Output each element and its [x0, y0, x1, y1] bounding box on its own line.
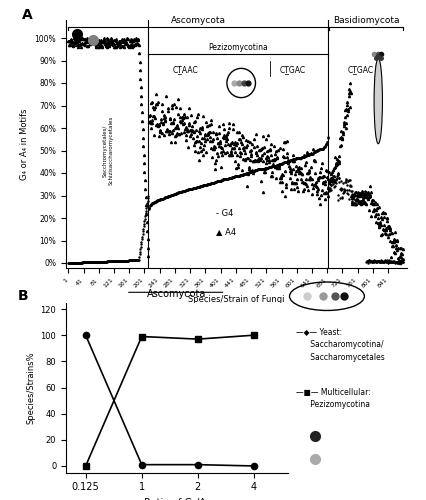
A4 [400, 246, 406, 252]
Text: ▲ A4: ▲ A4 [216, 227, 236, 236]
Y-axis label: Species/Strains%: Species/Strains% [26, 351, 35, 424]
X-axis label: Species/Strain of Fungi: Species/Strain of Fungi [188, 294, 285, 304]
Text: CT̲AAC: CT̲AAC [173, 65, 199, 74]
A4 [107, 39, 112, 45]
G4 [352, 197, 357, 203]
G4 [325, 134, 331, 140]
G4 [298, 154, 303, 160]
Text: Ascomycota: Ascomycota [171, 16, 226, 25]
A4 [102, 40, 107, 46]
G4 [400, 259, 406, 265]
A4 [165, 128, 170, 134]
A4 [352, 200, 357, 206]
Line: G4: G4 [67, 136, 404, 264]
A4 [326, 180, 331, 186]
Text: A: A [22, 8, 32, 22]
G4 [326, 188, 331, 194]
Text: —■— Multicellular:
      Pezizomycotina: —■— Multicellular: Pezizomycotina [296, 388, 371, 409]
Text: - G4: - G4 [216, 209, 234, 218]
Text: *: * [362, 190, 366, 200]
G4 [165, 194, 170, 200]
G4 [66, 260, 71, 266]
Text: —◆— Yeast:
      Saccharomycotina/
      Saccharomycetales: —◆— Yeast: Saccharomycotina/ Saccharomyc… [296, 328, 385, 362]
Ellipse shape [374, 58, 383, 144]
A4 [134, 35, 139, 41]
A4 [299, 170, 304, 175]
Y-axis label: G₄ or A₄ in Motifs: G₄ or A₄ in Motifs [20, 108, 29, 180]
A4 [66, 38, 71, 44]
A4 [398, 260, 403, 266]
Text: Pezizomycotina: Pezizomycotina [208, 42, 268, 51]
Text: Basidiomycota: Basidiomycota [333, 16, 399, 25]
Text: CT̲GAC: CT̲GAC [279, 65, 306, 74]
Line: A4: A4 [67, 37, 404, 264]
Text: B: B [17, 289, 28, 303]
Title: Ascomycota: Ascomycota [147, 289, 207, 299]
Text: Sacchromycetales/
Schizisaccharomycetales: Sacchromycetales/ Schizisaccharomycetale… [103, 116, 113, 185]
G4 [102, 258, 107, 264]
G4 [398, 260, 403, 266]
Text: CT̲GAC: CT̲GAC [348, 65, 374, 74]
X-axis label: Ratio of G₄/A₄: Ratio of G₄/A₄ [144, 498, 210, 500]
G4 [107, 258, 112, 264]
